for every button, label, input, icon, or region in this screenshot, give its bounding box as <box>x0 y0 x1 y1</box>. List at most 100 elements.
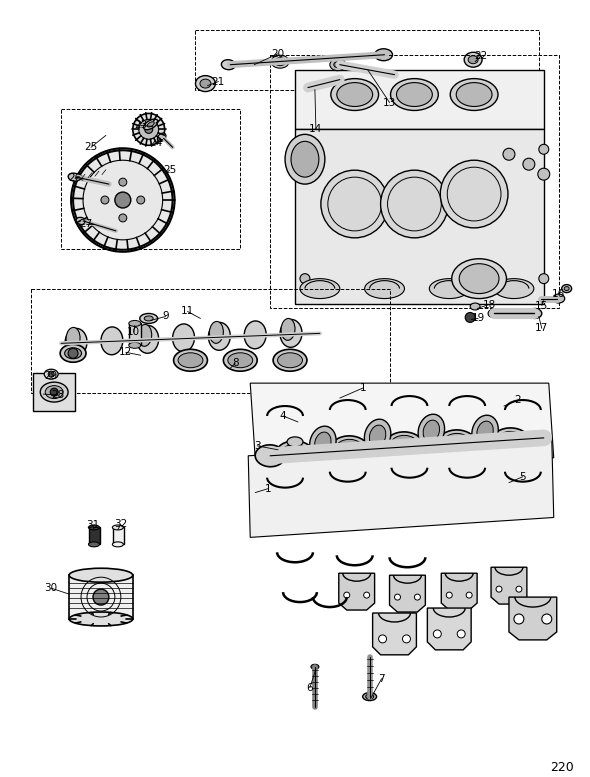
Circle shape <box>457 630 465 638</box>
Ellipse shape <box>438 430 476 456</box>
Polygon shape <box>248 438 554 538</box>
Text: 24: 24 <box>149 138 162 148</box>
Polygon shape <box>250 383 554 458</box>
Text: 12: 12 <box>119 347 132 357</box>
Ellipse shape <box>331 78 379 110</box>
Ellipse shape <box>287 437 303 447</box>
Ellipse shape <box>472 415 499 448</box>
Ellipse shape <box>137 326 159 354</box>
Text: 220: 220 <box>550 761 573 775</box>
Ellipse shape <box>366 694 373 699</box>
Text: 9: 9 <box>162 312 169 322</box>
Ellipse shape <box>60 344 86 362</box>
Ellipse shape <box>221 60 235 70</box>
Text: 3: 3 <box>254 441 261 451</box>
Ellipse shape <box>129 320 141 326</box>
Ellipse shape <box>464 52 482 67</box>
Ellipse shape <box>228 353 253 368</box>
Ellipse shape <box>468 56 478 64</box>
Polygon shape <box>491 567 527 604</box>
Circle shape <box>446 592 453 598</box>
Text: 31: 31 <box>86 521 100 531</box>
Ellipse shape <box>494 279 534 298</box>
Ellipse shape <box>423 420 440 441</box>
Bar <box>89 528 100 545</box>
Text: 8: 8 <box>232 358 238 368</box>
Circle shape <box>433 630 441 638</box>
Ellipse shape <box>488 309 498 318</box>
Ellipse shape <box>44 369 58 379</box>
Ellipse shape <box>363 692 376 701</box>
Ellipse shape <box>271 55 289 68</box>
Bar <box>113 528 124 545</box>
Text: 16: 16 <box>552 288 565 298</box>
Ellipse shape <box>40 382 68 402</box>
Ellipse shape <box>386 432 424 458</box>
Text: 6: 6 <box>307 683 313 692</box>
Polygon shape <box>339 573 375 610</box>
Ellipse shape <box>143 119 158 130</box>
Ellipse shape <box>470 303 480 310</box>
Bar <box>33 373 75 411</box>
Ellipse shape <box>224 350 257 371</box>
Text: 30: 30 <box>45 584 58 593</box>
Ellipse shape <box>69 568 133 582</box>
Circle shape <box>516 586 522 592</box>
Ellipse shape <box>450 78 498 110</box>
Ellipse shape <box>255 444 285 467</box>
Ellipse shape <box>291 141 319 177</box>
Ellipse shape <box>285 134 325 184</box>
Ellipse shape <box>173 324 195 352</box>
Ellipse shape <box>88 542 100 547</box>
Polygon shape <box>295 70 544 130</box>
Circle shape <box>119 214 127 222</box>
Ellipse shape <box>112 542 123 547</box>
Circle shape <box>539 145 549 155</box>
Circle shape <box>381 170 448 238</box>
Polygon shape <box>509 597 557 640</box>
Ellipse shape <box>68 173 80 181</box>
Ellipse shape <box>281 444 309 463</box>
Circle shape <box>379 635 386 643</box>
Ellipse shape <box>311 664 319 669</box>
Circle shape <box>523 159 535 170</box>
Circle shape <box>50 388 58 396</box>
Ellipse shape <box>173 350 208 371</box>
Circle shape <box>440 160 508 228</box>
Circle shape <box>466 592 472 598</box>
Text: 10: 10 <box>127 327 140 337</box>
Circle shape <box>363 592 370 598</box>
Ellipse shape <box>244 321 266 349</box>
Text: 21: 21 <box>212 77 225 86</box>
Text: 19: 19 <box>471 313 485 323</box>
Circle shape <box>402 635 411 643</box>
Ellipse shape <box>337 82 373 106</box>
Ellipse shape <box>497 431 525 451</box>
Circle shape <box>465 312 475 322</box>
Ellipse shape <box>331 436 369 462</box>
Polygon shape <box>441 573 477 610</box>
Circle shape <box>101 196 109 204</box>
Text: 18: 18 <box>483 299 496 309</box>
Ellipse shape <box>564 287 569 291</box>
Ellipse shape <box>147 122 155 127</box>
Circle shape <box>68 348 78 358</box>
Ellipse shape <box>101 327 123 355</box>
Text: 7: 7 <box>378 674 385 684</box>
Ellipse shape <box>562 284 572 293</box>
Ellipse shape <box>140 313 158 323</box>
Ellipse shape <box>369 425 386 447</box>
Ellipse shape <box>365 279 405 298</box>
Text: 14: 14 <box>309 124 323 134</box>
Ellipse shape <box>129 343 141 348</box>
Text: 15: 15 <box>535 301 549 311</box>
Ellipse shape <box>492 428 530 454</box>
Ellipse shape <box>276 441 314 467</box>
Ellipse shape <box>76 218 86 225</box>
Polygon shape <box>427 608 471 650</box>
Text: 23: 23 <box>134 120 148 131</box>
Text: 1: 1 <box>359 383 366 393</box>
Circle shape <box>133 113 165 145</box>
Text: 25: 25 <box>163 166 176 175</box>
Polygon shape <box>389 575 425 612</box>
